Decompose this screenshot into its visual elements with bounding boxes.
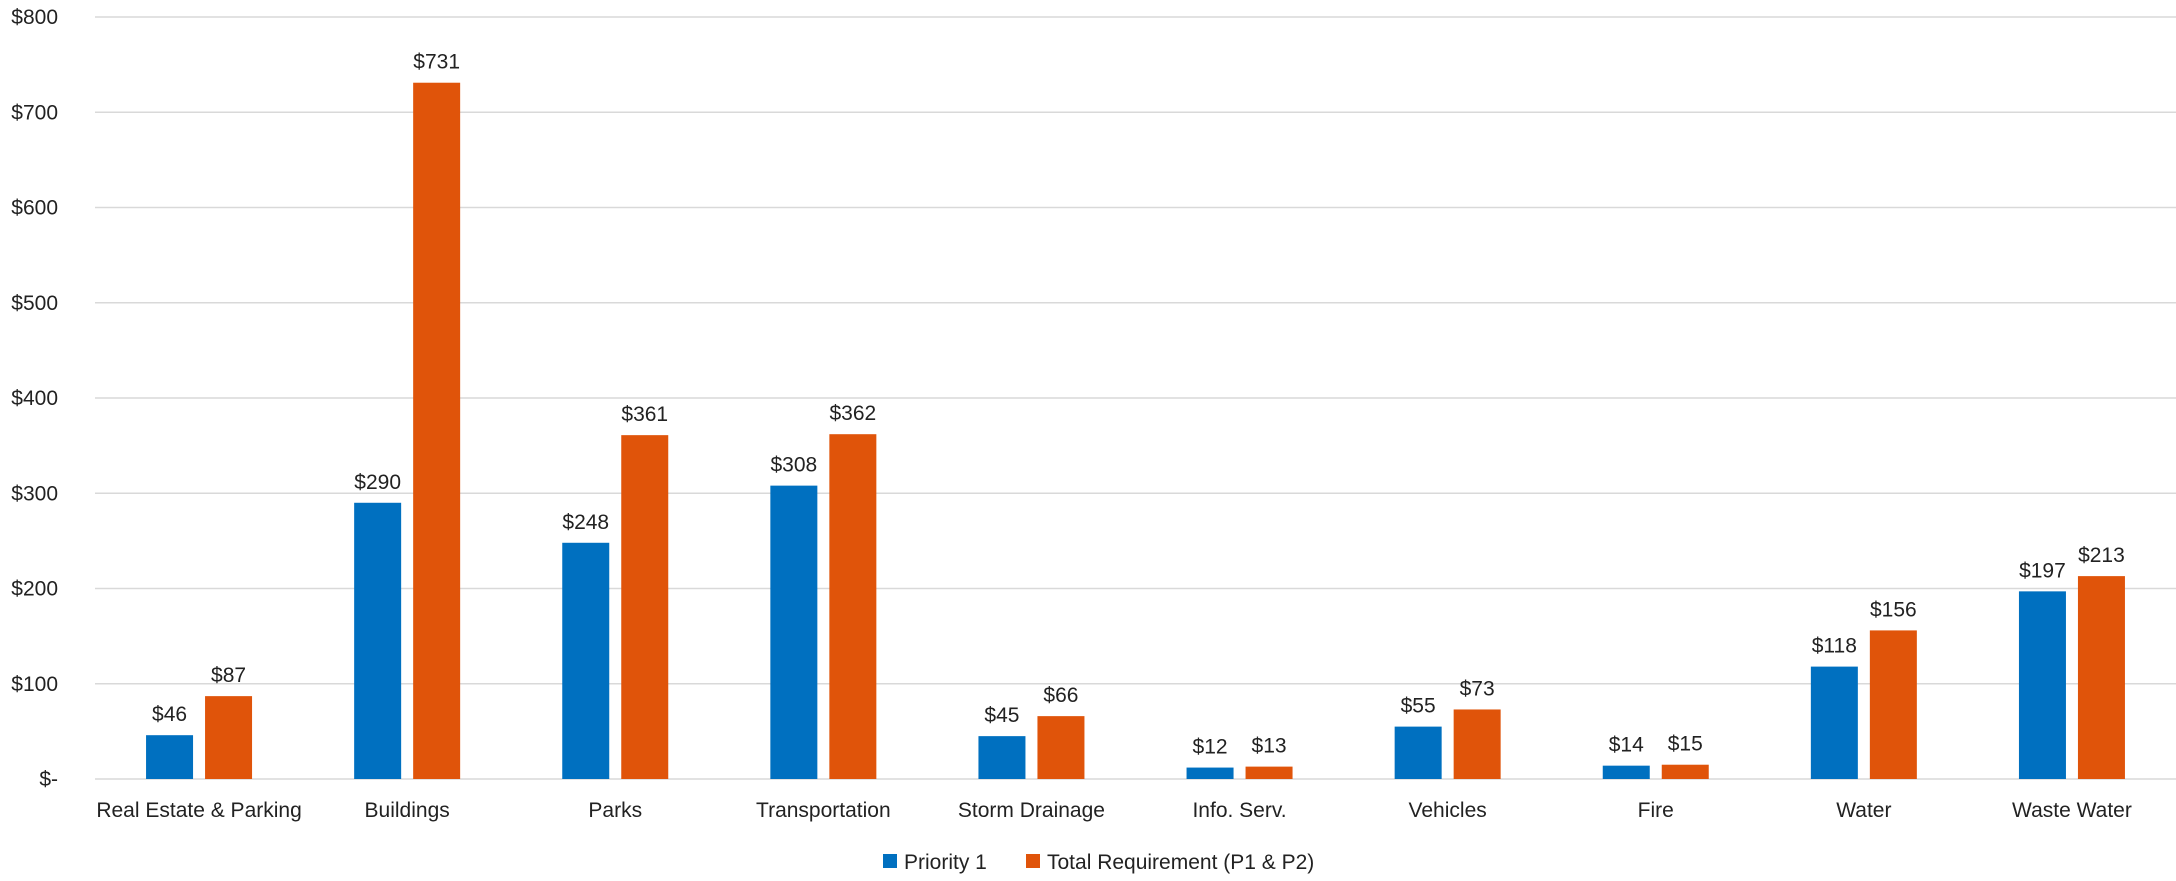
data-label: $73 [1460, 677, 1495, 700]
data-label: $197 [2019, 559, 2066, 582]
data-label: $362 [829, 402, 876, 425]
data-label: $55 [1401, 695, 1436, 718]
x-tick-label: Transportation [756, 799, 891, 822]
y-tick-label: $700 [11, 101, 58, 124]
bar-total-requirement [1037, 716, 1085, 779]
bar-total-requirement [621, 435, 669, 779]
x-tick-label: Real Estate & Parking [96, 799, 301, 822]
bar-priority-1 [146, 735, 194, 779]
x-tick-label: Fire [1638, 799, 1674, 822]
x-tick-label: Parks [588, 799, 642, 822]
gridlines [95, 16, 2176, 780]
bar-total-requirement [2077, 576, 2125, 779]
data-label: $361 [621, 403, 668, 426]
legend-swatch [1026, 854, 1040, 868]
y-tick-label: $800 [11, 6, 58, 29]
y-tick-label: $- [39, 768, 58, 791]
legend-swatch [883, 854, 897, 868]
bar-priority-1 [978, 736, 1026, 779]
y-axis-ticks: $- $100 $200 $300 $400 $500 $600 $700 $800 [11, 6, 58, 791]
legend-label: Total Requirement (P1 & P2) [1047, 851, 1314, 874]
bar-priority-1 [354, 502, 402, 779]
x-tick-label: Waste Water [2012, 799, 2132, 822]
y-tick-label: $400 [11, 387, 58, 410]
y-tick-label: $200 [11, 578, 58, 601]
bar-total-requirement [1453, 709, 1501, 779]
x-tick-label: Vehicles [1409, 799, 1487, 822]
legend: Priority 1 Total Requirement (P1 & P2) [883, 851, 1314, 874]
bar-priority-1 [1394, 726, 1442, 779]
bar-priority-1 [562, 542, 610, 779]
data-label: $13 [1252, 735, 1287, 758]
data-label: $66 [1043, 684, 1078, 707]
y-tick-label: $100 [11, 673, 58, 696]
legend-label: Priority 1 [904, 851, 987, 874]
y-tick-label: $300 [11, 482, 58, 505]
data-label: $118 [1812, 635, 1857, 658]
data-label: $248 [562, 511, 609, 534]
data-label: $213 [2078, 544, 2125, 567]
data-label: $156 [1870, 598, 1917, 621]
bar-priority-1 [1186, 767, 1234, 779]
bars [146, 82, 2125, 779]
y-tick-label: $600 [11, 197, 58, 220]
bar-total-requirement [413, 82, 461, 779]
data-label: $731 [413, 51, 460, 74]
data-label: $46 [152, 703, 187, 726]
data-label: $308 [770, 454, 817, 477]
x-axis-ticks: Real Estate & Parking Buildings Parks Trans… [96, 799, 2132, 822]
x-tick-label: Water [1836, 799, 1891, 822]
data-label: $14 [1609, 734, 1644, 757]
data-label: $87 [211, 664, 246, 687]
data-label: $290 [354, 471, 401, 494]
bar-total-requirement [1661, 764, 1709, 779]
bar-total-requirement [1245, 766, 1293, 779]
bar-total-requirement [829, 434, 877, 779]
y-tick-label: $500 [11, 292, 58, 315]
x-tick-label: Storm Drainage [958, 799, 1105, 822]
x-tick-label: Info. Serv. [1192, 799, 1286, 822]
data-label: $12 [1193, 736, 1228, 759]
data-label: $15 [1668, 733, 1703, 756]
data-label: $45 [984, 704, 1019, 727]
bar-priority-1 [770, 485, 818, 779]
bar-total-requirement [1869, 630, 1917, 779]
bar-priority-1 [2018, 591, 2066, 779]
bar-total-requirement [205, 696, 253, 779]
data-labels: $46 $87 $290 $731 $248 $361 $308 $362 $45 $66 $12 $… [152, 51, 2125, 759]
bar-priority-1 [1602, 765, 1650, 779]
bar-priority-1 [1810, 666, 1858, 779]
x-tick-label: Buildings [365, 799, 450, 822]
